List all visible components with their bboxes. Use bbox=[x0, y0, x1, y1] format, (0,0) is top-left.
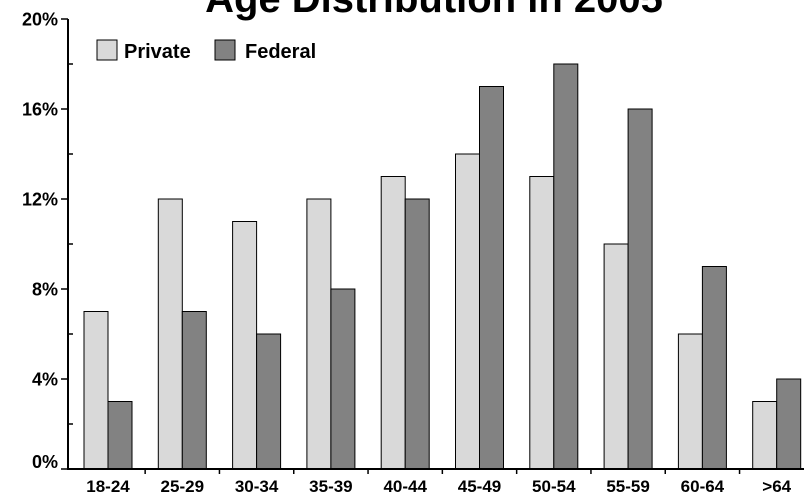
bar-federal-60-64 bbox=[701, 266, 727, 470]
legend-label-private: Private bbox=[124, 41, 191, 63]
bar-federal-55-59 bbox=[627, 108, 653, 470]
y-tick-label: 8% bbox=[32, 280, 58, 300]
bar-federal-40-44 bbox=[404, 198, 430, 470]
x-tick-label: 35-39 bbox=[309, 477, 352, 496]
legend-swatch-private bbox=[96, 39, 118, 61]
x-tick-label: 25-29 bbox=[161, 477, 204, 496]
x-tick-label: 50-54 bbox=[532, 477, 576, 496]
x-tick-label: 60-64 bbox=[681, 477, 725, 496]
bar-federal-18-24 bbox=[107, 401, 133, 470]
x-axis-ticks: 18-24 25-29 30-34 35-39 40-44 45-49 50-54 55-59… bbox=[86, 469, 792, 496]
bar-federal-50-54 bbox=[553, 63, 579, 470]
x-tick-label: 55-59 bbox=[606, 477, 649, 496]
bar-federal-35-39 bbox=[330, 288, 356, 470]
bar-federal-25-29 bbox=[181, 311, 207, 470]
x-tick-label: >64 bbox=[762, 477, 791, 496]
bar-federal-45-49 bbox=[479, 86, 504, 470]
legend-label-federal: Federal bbox=[245, 41, 316, 63]
y-tick-label: 20% bbox=[22, 10, 58, 30]
bar-private-18-24 bbox=[83, 311, 109, 470]
bar-federal-30-34 bbox=[256, 333, 282, 470]
bar-private-over-64 bbox=[752, 401, 778, 470]
bar-private-40-44 bbox=[380, 176, 406, 470]
bars-layer bbox=[83, 63, 802, 470]
bar-federal-over-64 bbox=[776, 378, 802, 470]
legend: Private Federal bbox=[96, 39, 316, 63]
bar-private-60-64 bbox=[677, 333, 703, 470]
y-tick-label: 12% bbox=[22, 190, 58, 210]
x-tick-label: 18-24 bbox=[86, 477, 130, 496]
y-tick-label: 16% bbox=[22, 100, 58, 120]
x-tick-label: 45-49 bbox=[458, 477, 501, 496]
chart-title: Age Distribution in 2005 bbox=[205, 0, 663, 21]
bar-private-55-59 bbox=[603, 243, 629, 470]
y-tick-label: 0% bbox=[32, 452, 58, 472]
bar-private-30-34 bbox=[232, 221, 258, 470]
bar-private-25-29 bbox=[157, 198, 183, 470]
x-tick-label: 40-44 bbox=[383, 477, 427, 496]
y-tick-label: 4% bbox=[32, 370, 58, 390]
x-tick-label: 30-34 bbox=[235, 477, 279, 496]
bar-private-50-54 bbox=[529, 176, 555, 470]
legend-swatch-federal bbox=[214, 39, 236, 61]
bar-private-45-49 bbox=[455, 153, 480, 470]
bar-private-35-39 bbox=[306, 198, 332, 470]
y-axis-ticks: 0% 4% 8% 12% 16% 20% bbox=[22, 10, 73, 472]
